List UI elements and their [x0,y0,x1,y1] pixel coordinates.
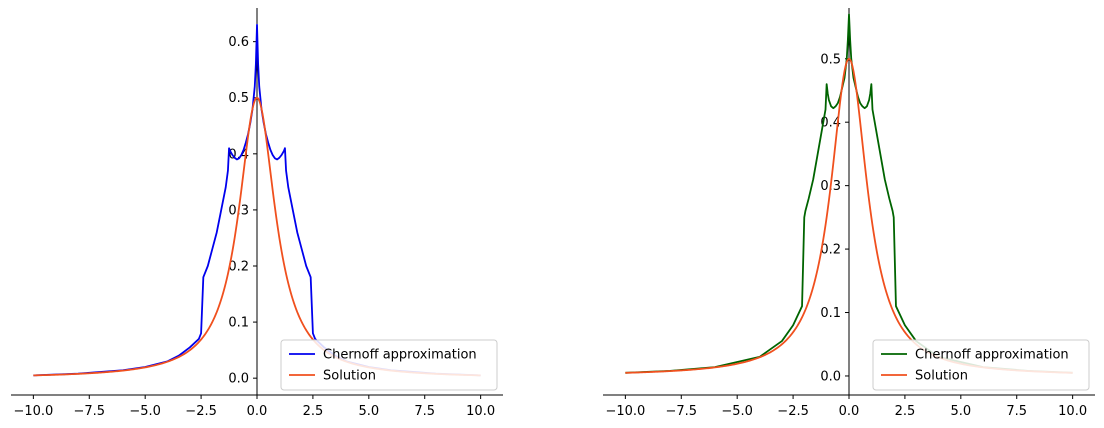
x-tick-label: 7.5 [1006,404,1027,419]
legend-label: Chernoff approximation [323,348,477,363]
x-tick-label: −2.5 [185,404,217,419]
y-tick-label: 0.2 [820,243,841,258]
legend: Chernoff approximation Solution [280,339,498,391]
x-tick-label: −7.5 [665,404,697,419]
y-tick-label: 0.2 [228,260,249,275]
y-tick-label: 0.4 [820,116,841,131]
x-tick-label: 7.5 [414,404,435,419]
chernoff-approximation-line [33,23,481,377]
x-tick-label: −2.5 [777,404,809,419]
legend-label: Solution [915,369,968,384]
right-chart-panel: −10.0 −7.5 −5.0 −2.5 0.0 2.5 5.0 7.5 10.0 0.0 0.1 0… [603,8,1095,419]
y-tick-label: 0.5 [820,52,841,67]
legend-box [872,339,1090,391]
x-tick-label: 10.0 [1058,404,1087,419]
left-chart-panel: −10.0 −7.5 −5.0 −2.5 0.0 2.5 5.0 7.5 10.0 0.0 0.1 0… [11,8,503,419]
x-tick-label: −10.0 [13,404,53,419]
y-tick-label: 0.5 [228,91,249,106]
legend-label: Solution [323,369,376,384]
legend-box [280,339,498,391]
x-tick-label: 2.5 [895,404,916,419]
x-tick-label: 2.5 [303,404,324,419]
x-tick-label: −5.0 [129,404,161,419]
legend-label: Chernoff approximation [915,348,1069,363]
x-tick-label: −10.0 [605,404,645,419]
x-tick-label: 5.0 [358,404,379,419]
x-tick-label: 0.0 [839,404,860,419]
x-tick-label: 10.0 [466,404,495,419]
y-tick-label: 0.0 [820,369,841,384]
x-tick-label: 5.0 [950,404,971,419]
y-tick-label: 0.6 [228,35,249,50]
y-tick-label: 0.0 [228,372,249,387]
chernoff-approximation-line [625,13,1073,374]
y-tick-label: 0.1 [820,306,841,321]
legend: Chernoff approximation Solution [872,339,1090,391]
x-tick-label: 0.0 [247,404,268,419]
x-tick-label: −5.0 [721,404,753,419]
x-tick-label: −7.5 [73,404,105,419]
y-tick-label: 0.1 [228,316,249,331]
